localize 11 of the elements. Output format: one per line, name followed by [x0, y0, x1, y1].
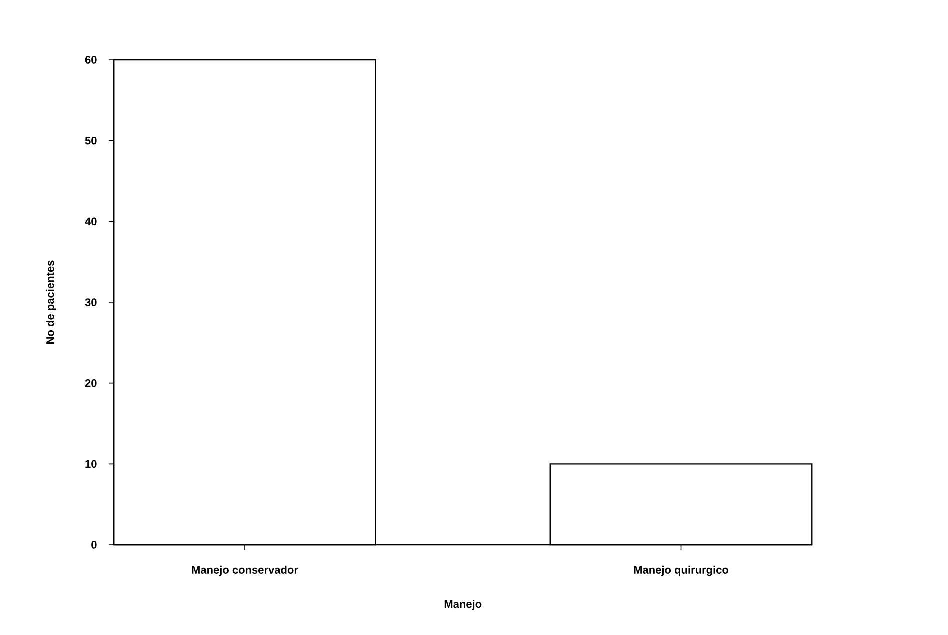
- y-tick-label: 0: [92, 541, 97, 549]
- x-axis-title: Manejo: [444, 600, 482, 610]
- y-tick-label: 40: [85, 218, 97, 226]
- y-tick-label: 50: [85, 136, 97, 145]
- y-tick-label: 30: [85, 298, 97, 306]
- y-tick-label: 60: [85, 56, 97, 64]
- y-tick-label: 20: [85, 379, 97, 388]
- x-tick-label: Manejo conservador: [192, 566, 298, 576]
- y-axis-title: No de pacientes: [46, 260, 56, 344]
- x-tick-label: Manejo quirurgico: [634, 566, 728, 576]
- y-tick-label: 10: [86, 460, 97, 468]
